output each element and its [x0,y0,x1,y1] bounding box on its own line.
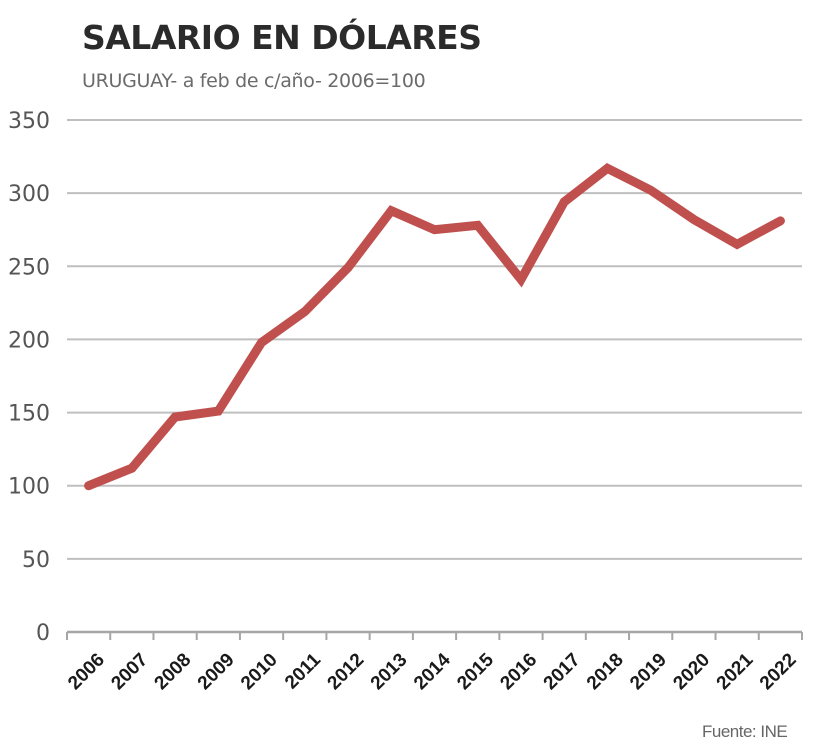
x-tick-label: 2015 [453,649,498,694]
gridlines [67,119,802,560]
y-tick-label: 300 [8,182,50,207]
y-tick-label: 100 [8,475,50,500]
x-tick-label: 2007 [107,649,152,694]
x-tick-label: 2009 [194,649,239,694]
y-tick-label: 350 [8,109,50,134]
y-tick-label: 50 [22,548,50,573]
x-tick-label: 2022 [756,649,801,694]
x-tick-label: 2014 [410,649,455,694]
x-tick-label: 2021 [713,649,758,694]
salary-line [84,162,785,491]
x-tick-label: 2006 [64,649,109,694]
x-tick-label: 2017 [540,649,585,694]
y-tick-label: 0 [36,621,50,646]
source-note: Fuente: INE [702,722,788,741]
x-tick-label: 2011 [281,649,325,693]
x-tick-label: 2012 [324,649,369,694]
x-tick-label: 2016 [497,649,542,694]
x-tick-label: 2018 [583,649,628,694]
data-series [84,162,785,491]
y-tick-label: 250 [8,255,50,280]
y-axis-labels: 0 50 100 150 200 250 300 350 [8,109,50,646]
x-tick-label: 2008 [151,649,196,694]
y-tick-label: 150 [8,402,50,427]
x-tick-label: 2010 [237,649,282,694]
x-tick-label: 2013 [367,649,412,694]
x-tick-label: 2019 [626,649,671,694]
chart-subtitle: URUGUAY- a feb de c/año- 2006=100 [82,70,426,92]
y-tick-label: 200 [8,328,50,353]
x-tick-label: 2020 [669,649,714,694]
chart-title: SALARIO EN DÓLARES [82,18,482,57]
